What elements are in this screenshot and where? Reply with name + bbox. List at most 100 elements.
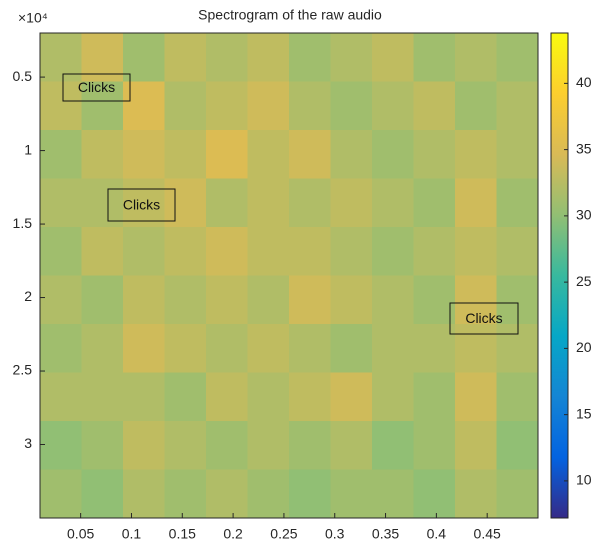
heat-cell <box>289 33 331 82</box>
heat-cell <box>123 275 165 325</box>
y-tick-label: 1 <box>24 141 32 157</box>
heat-cell <box>40 130 82 179</box>
x-tick-label: 0.25 <box>270 526 297 542</box>
heat-cell <box>413 469 456 519</box>
annotation: Clicks <box>465 310 502 326</box>
heat-cell <box>496 421 539 470</box>
heat-cell <box>496 469 539 519</box>
heat-cell <box>413 372 456 422</box>
x-tick-label: 0.1 <box>122 526 142 542</box>
heat-cell <box>81 130 124 179</box>
heat-cell <box>247 81 290 131</box>
heat-cell <box>123 372 165 422</box>
heat-cell <box>330 275 373 325</box>
colorbar-tick-label: 20 <box>576 339 592 355</box>
heat-cell <box>164 81 207 131</box>
heat-cell <box>289 469 331 519</box>
heat-cell <box>123 178 165 228</box>
heat-cell <box>330 227 373 276</box>
heat-cell <box>496 130 539 179</box>
heat-cell <box>206 178 248 228</box>
heat-cell <box>372 227 414 276</box>
x-tick-label: 0.05 <box>67 526 94 542</box>
x-tick-label: 0.2 <box>223 526 243 542</box>
heat-cell <box>413 33 456 82</box>
heat-cell <box>40 421 82 470</box>
heat-cell <box>40 372 82 422</box>
heat-cell <box>247 275 290 325</box>
heat-cell <box>206 372 248 422</box>
heat-cell <box>40 227 82 276</box>
heat-cell <box>164 275 207 325</box>
heat-cell <box>413 421 456 470</box>
colorbar-tick-label: 10 <box>576 472 592 488</box>
heat-cell <box>164 324 207 373</box>
heat-cell <box>413 81 456 131</box>
colorbar <box>550 32 569 519</box>
heat-cell <box>330 372 373 422</box>
heat-cell <box>206 130 248 179</box>
heat-cell <box>372 469 414 519</box>
heat-cell <box>455 130 497 179</box>
heat-cell <box>413 178 456 228</box>
heat-cell <box>455 178 497 228</box>
heat-cell <box>81 81 124 131</box>
heat-cell <box>496 33 539 82</box>
heat-cell <box>247 130 290 179</box>
heat-cell <box>81 324 124 373</box>
heat-cell <box>372 81 414 131</box>
heat-cell <box>372 275 414 325</box>
y-tick-label: 3 <box>24 435 32 451</box>
heat-cell <box>330 33 373 82</box>
colorbar-tick-label: 15 <box>576 405 592 421</box>
heat-cell <box>289 421 331 470</box>
colorbar-tick-label: 40 <box>576 74 592 90</box>
heat-cell <box>247 178 290 228</box>
heat-cell <box>455 372 497 422</box>
heat-cell <box>289 372 331 422</box>
chart-title: Spectrogram of the raw audio <box>198 7 382 23</box>
heat-cell <box>247 469 290 519</box>
annotation-box <box>449 302 519 335</box>
x-tick-label: 0.4 <box>427 526 447 542</box>
heat-cell <box>40 81 82 131</box>
x-tick-label: 0.3 <box>325 526 345 542</box>
heat-cell <box>496 81 539 131</box>
heat-cell <box>206 33 248 82</box>
heat-cell <box>372 421 414 470</box>
heat-cell <box>330 421 373 470</box>
heat-cell <box>81 33 124 82</box>
heat-cell <box>289 130 331 179</box>
heat-cell <box>164 130 207 179</box>
heat-cell <box>123 81 165 131</box>
heat-cell <box>40 33 82 82</box>
annotation-box <box>62 73 131 102</box>
heat-cell <box>247 372 290 422</box>
x-tick-label: 0.15 <box>169 526 196 542</box>
heat-cell <box>289 275 331 325</box>
heat-cell <box>81 178 124 228</box>
heat-cell <box>496 372 539 422</box>
heat-cell <box>206 275 248 325</box>
heat-cell <box>164 469 207 519</box>
heat-cell <box>164 227 207 276</box>
heat-cell <box>164 421 207 470</box>
heat-cell <box>247 227 290 276</box>
heat-cell <box>164 372 207 422</box>
heat-cell <box>455 324 497 373</box>
heat-cell <box>81 275 124 325</box>
heat-cell <box>330 81 373 131</box>
heat-cell <box>123 324 165 373</box>
heat-cell <box>330 130 373 179</box>
heat-cell <box>372 372 414 422</box>
heat-cell <box>40 275 82 325</box>
heat-cell <box>455 469 497 519</box>
x-tick-label: 0.35 <box>372 526 399 542</box>
colorbar-tick-label: 30 <box>576 207 592 223</box>
heat-cell <box>289 227 331 276</box>
heat-cell <box>330 324 373 373</box>
heat-cell <box>123 130 165 179</box>
heat-cell <box>413 227 456 276</box>
y-tick-label: 0.5 <box>13 68 33 84</box>
heat-cell <box>164 178 207 228</box>
